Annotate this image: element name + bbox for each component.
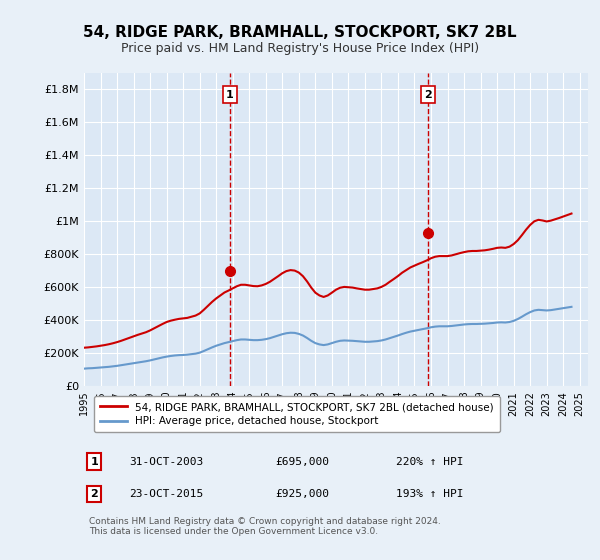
- Text: 220% ↑ HPI: 220% ↑ HPI: [397, 456, 464, 466]
- Text: £695,000: £695,000: [275, 456, 329, 466]
- Legend: 54, RIDGE PARK, BRAMHALL, STOCKPORT, SK7 2BL (detached house), HPI: Average pric: 54, RIDGE PARK, BRAMHALL, STOCKPORT, SK7…: [94, 396, 500, 432]
- Text: Price paid vs. HM Land Registry's House Price Index (HPI): Price paid vs. HM Land Registry's House …: [121, 42, 479, 55]
- Text: 31-OCT-2003: 31-OCT-2003: [130, 456, 203, 466]
- Text: Contains HM Land Registry data © Crown copyright and database right 2024.
This d: Contains HM Land Registry data © Crown c…: [89, 517, 441, 536]
- Text: 2: 2: [90, 489, 98, 499]
- Text: 23-OCT-2015: 23-OCT-2015: [130, 489, 203, 499]
- Text: 2: 2: [424, 90, 432, 100]
- Text: 54, RIDGE PARK, BRAMHALL, STOCKPORT, SK7 2BL: 54, RIDGE PARK, BRAMHALL, STOCKPORT, SK7…: [83, 25, 517, 40]
- Text: 1: 1: [226, 90, 234, 100]
- Text: £925,000: £925,000: [275, 489, 329, 499]
- Text: 193% ↑ HPI: 193% ↑ HPI: [397, 489, 464, 499]
- Text: 1: 1: [90, 456, 98, 466]
